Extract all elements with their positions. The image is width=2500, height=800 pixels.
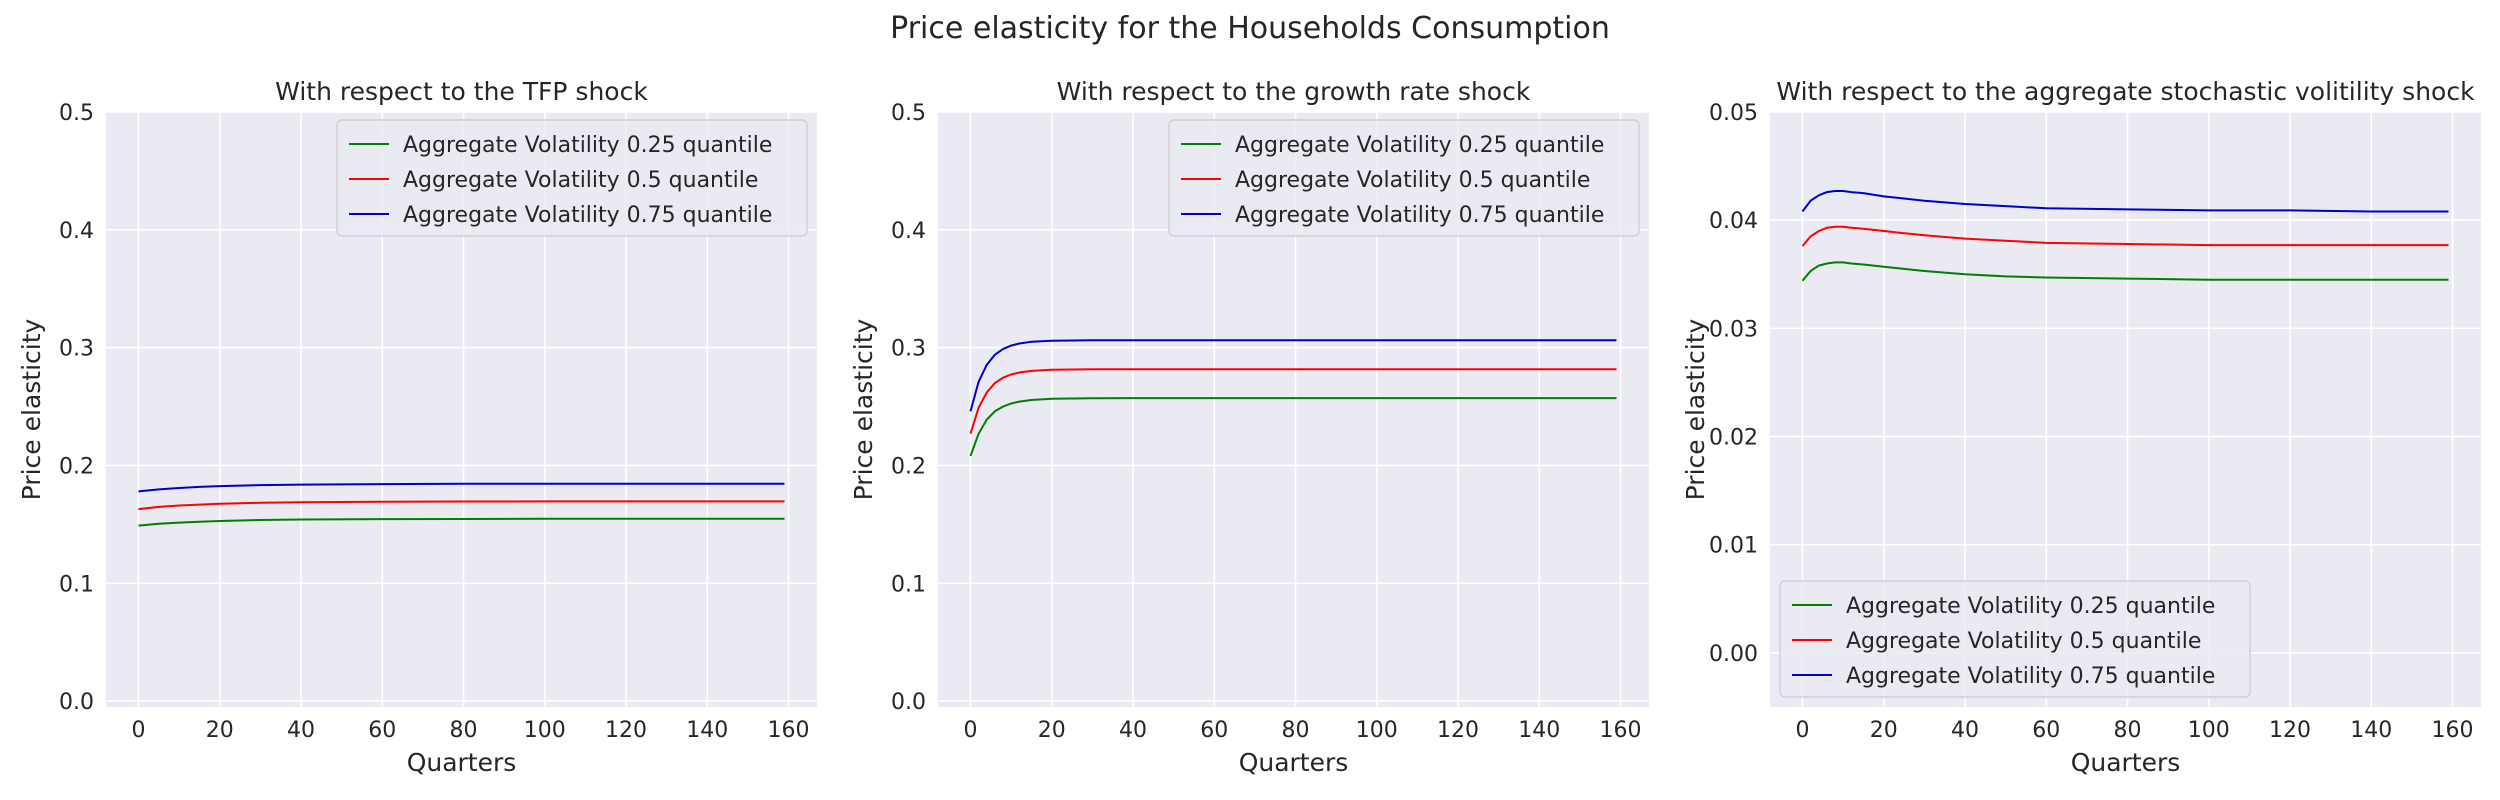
x-tick-label: 120 [605,718,647,743]
x-tick-label: 140 [686,718,728,743]
legend-box [1779,580,2251,698]
x-tick-label: 40 [1119,718,1147,743]
y-tick-label: 0.05 [1709,101,1758,126]
y-tick-label: 0.0 [891,690,926,715]
x-tick-label: 160 [768,718,810,743]
legend: Aggregate Volatility 0.25 quantile Aggreg… [1779,580,2251,698]
legend-entry: Aggregate Volatility 0.25 quantile [403,133,772,158]
subplot-3: 0 20 40 60 80 100 120 140 160 0.00 0.01 0.02 0.03 0.0… [1681,77,2481,777]
y-tick-label: 0.5 [59,101,94,126]
series-line-2 [1801,225,2449,247]
series-line-3 [138,482,785,493]
legend: Aggregate Volatility 0.25 quantile Aggreg… [336,119,808,237]
y-axis-label: Price elasticity [17,318,46,500]
y-tick-label: 0.1 [891,572,926,597]
y-tick-label: 0.01 [1709,534,1758,559]
x-tick-label: 100 [2188,718,2230,743]
x-tick-label: 140 [2350,718,2392,743]
legend-entry: Aggregate Volatility 0.5 quantile [403,168,758,193]
series-line-1 [1801,261,2449,282]
x-tick-label: 100 [1356,718,1398,743]
y-tick-label: 0.5 [891,101,926,126]
x-tick-label: 40 [287,718,315,743]
legend-entry: Aggregate Volatility 0.75 quantile [1846,664,2215,689]
x-tick-label: 20 [1870,718,1898,743]
y-tick-label: 0.3 [891,337,926,362]
x-tick-label: 0 [964,718,978,743]
x-axis-label: Quarters [1239,748,1349,777]
y-tick-label: 0.00 [1709,642,1758,667]
x-tick-label: 40 [1951,718,1979,743]
subplot-2: 0 20 40 60 80 100 120 140 160 0.0 0.1 0.2 0.3 0.4 0.5 W… [849,77,1649,777]
legend-box [336,119,808,237]
legend-entry: Aggregate Volatility 0.25 quantile [1235,133,1604,158]
y-tick-label: 0.2 [59,454,94,479]
series-line-1 [969,397,1617,457]
x-tick-label: 100 [524,718,566,743]
legend-entry: Aggregate Volatility 0.75 quantile [403,203,772,228]
x-tick-label: 160 [2432,718,2474,743]
subplot-title: With respect to the growth rate shock [1057,77,1531,106]
figure-title: Price elasticity for the Households Cons… [890,11,1610,46]
legend-entry: Aggregate Volatility 0.5 quantile [1235,168,1590,193]
x-tick-label: 80 [1282,718,1310,743]
x-tick-label: 20 [206,718,234,743]
x-tick-label: 60 [1200,718,1228,743]
x-tick-label: 0 [1796,718,1810,743]
y-tick-label: 0.2 [891,454,926,479]
subplot-1: 0 20 40 60 80 100 120 140 160 0.0 0.1 0.2 0.3 0.4 0.5 W… [17,77,817,777]
x-tick-label: 140 [1518,718,1560,743]
legend-entry: Aggregate Volatility 0.75 quantile [1235,203,1604,228]
x-tick-label: 160 [1600,718,1642,743]
y-tick-label: 0.03 [1709,317,1758,342]
y-axis-label: Price elasticity [1681,318,1710,500]
y-tick-label: 0.1 [59,572,94,597]
x-tick-label: 20 [1038,718,1066,743]
subplot-title: With respect to the aggregate stochastic… [1776,77,2475,106]
x-tick-label: 0 [132,718,146,743]
series-line-2 [969,368,1617,434]
legend-entry: Aggregate Volatility 0.25 quantile [1846,594,2215,619]
x-tick-label: 60 [2032,718,2060,743]
x-tick-label: 120 [1437,718,1479,743]
x-tick-label: 80 [450,718,478,743]
x-axis-label: Quarters [407,748,517,777]
legend-box [1168,119,1640,237]
series-line-3 [969,339,1617,412]
x-tick-label: 60 [368,718,396,743]
y-axis-label: Price elasticity [849,318,878,500]
series-line-1 [138,517,785,527]
subplot-container: 0 20 40 60 80 100 120 140 160 0.0 0.1 0.2 0.3 0.4 0.5 W… [17,77,2481,777]
y-tick-label: 0.3 [59,337,94,362]
y-tick-label: 0.4 [59,219,94,244]
x-tick-label: 80 [2114,718,2142,743]
series-line-3 [1801,190,2449,213]
y-tick-label: 0.0 [59,690,94,715]
legend: Aggregate Volatility 0.25 quantile Aggreg… [1168,119,1640,237]
series-line-2 [138,500,785,511]
x-tick-label: 120 [2269,718,2311,743]
subplot-title: With respect to the TFP shock [275,77,648,106]
y-tick-label: 0.02 [1709,426,1758,451]
x-axis-label: Quarters [2071,748,2181,777]
y-tick-label: 0.4 [891,219,926,244]
legend-entry: Aggregate Volatility 0.5 quantile [1846,629,2201,654]
y-tick-label: 0.04 [1709,209,1758,234]
